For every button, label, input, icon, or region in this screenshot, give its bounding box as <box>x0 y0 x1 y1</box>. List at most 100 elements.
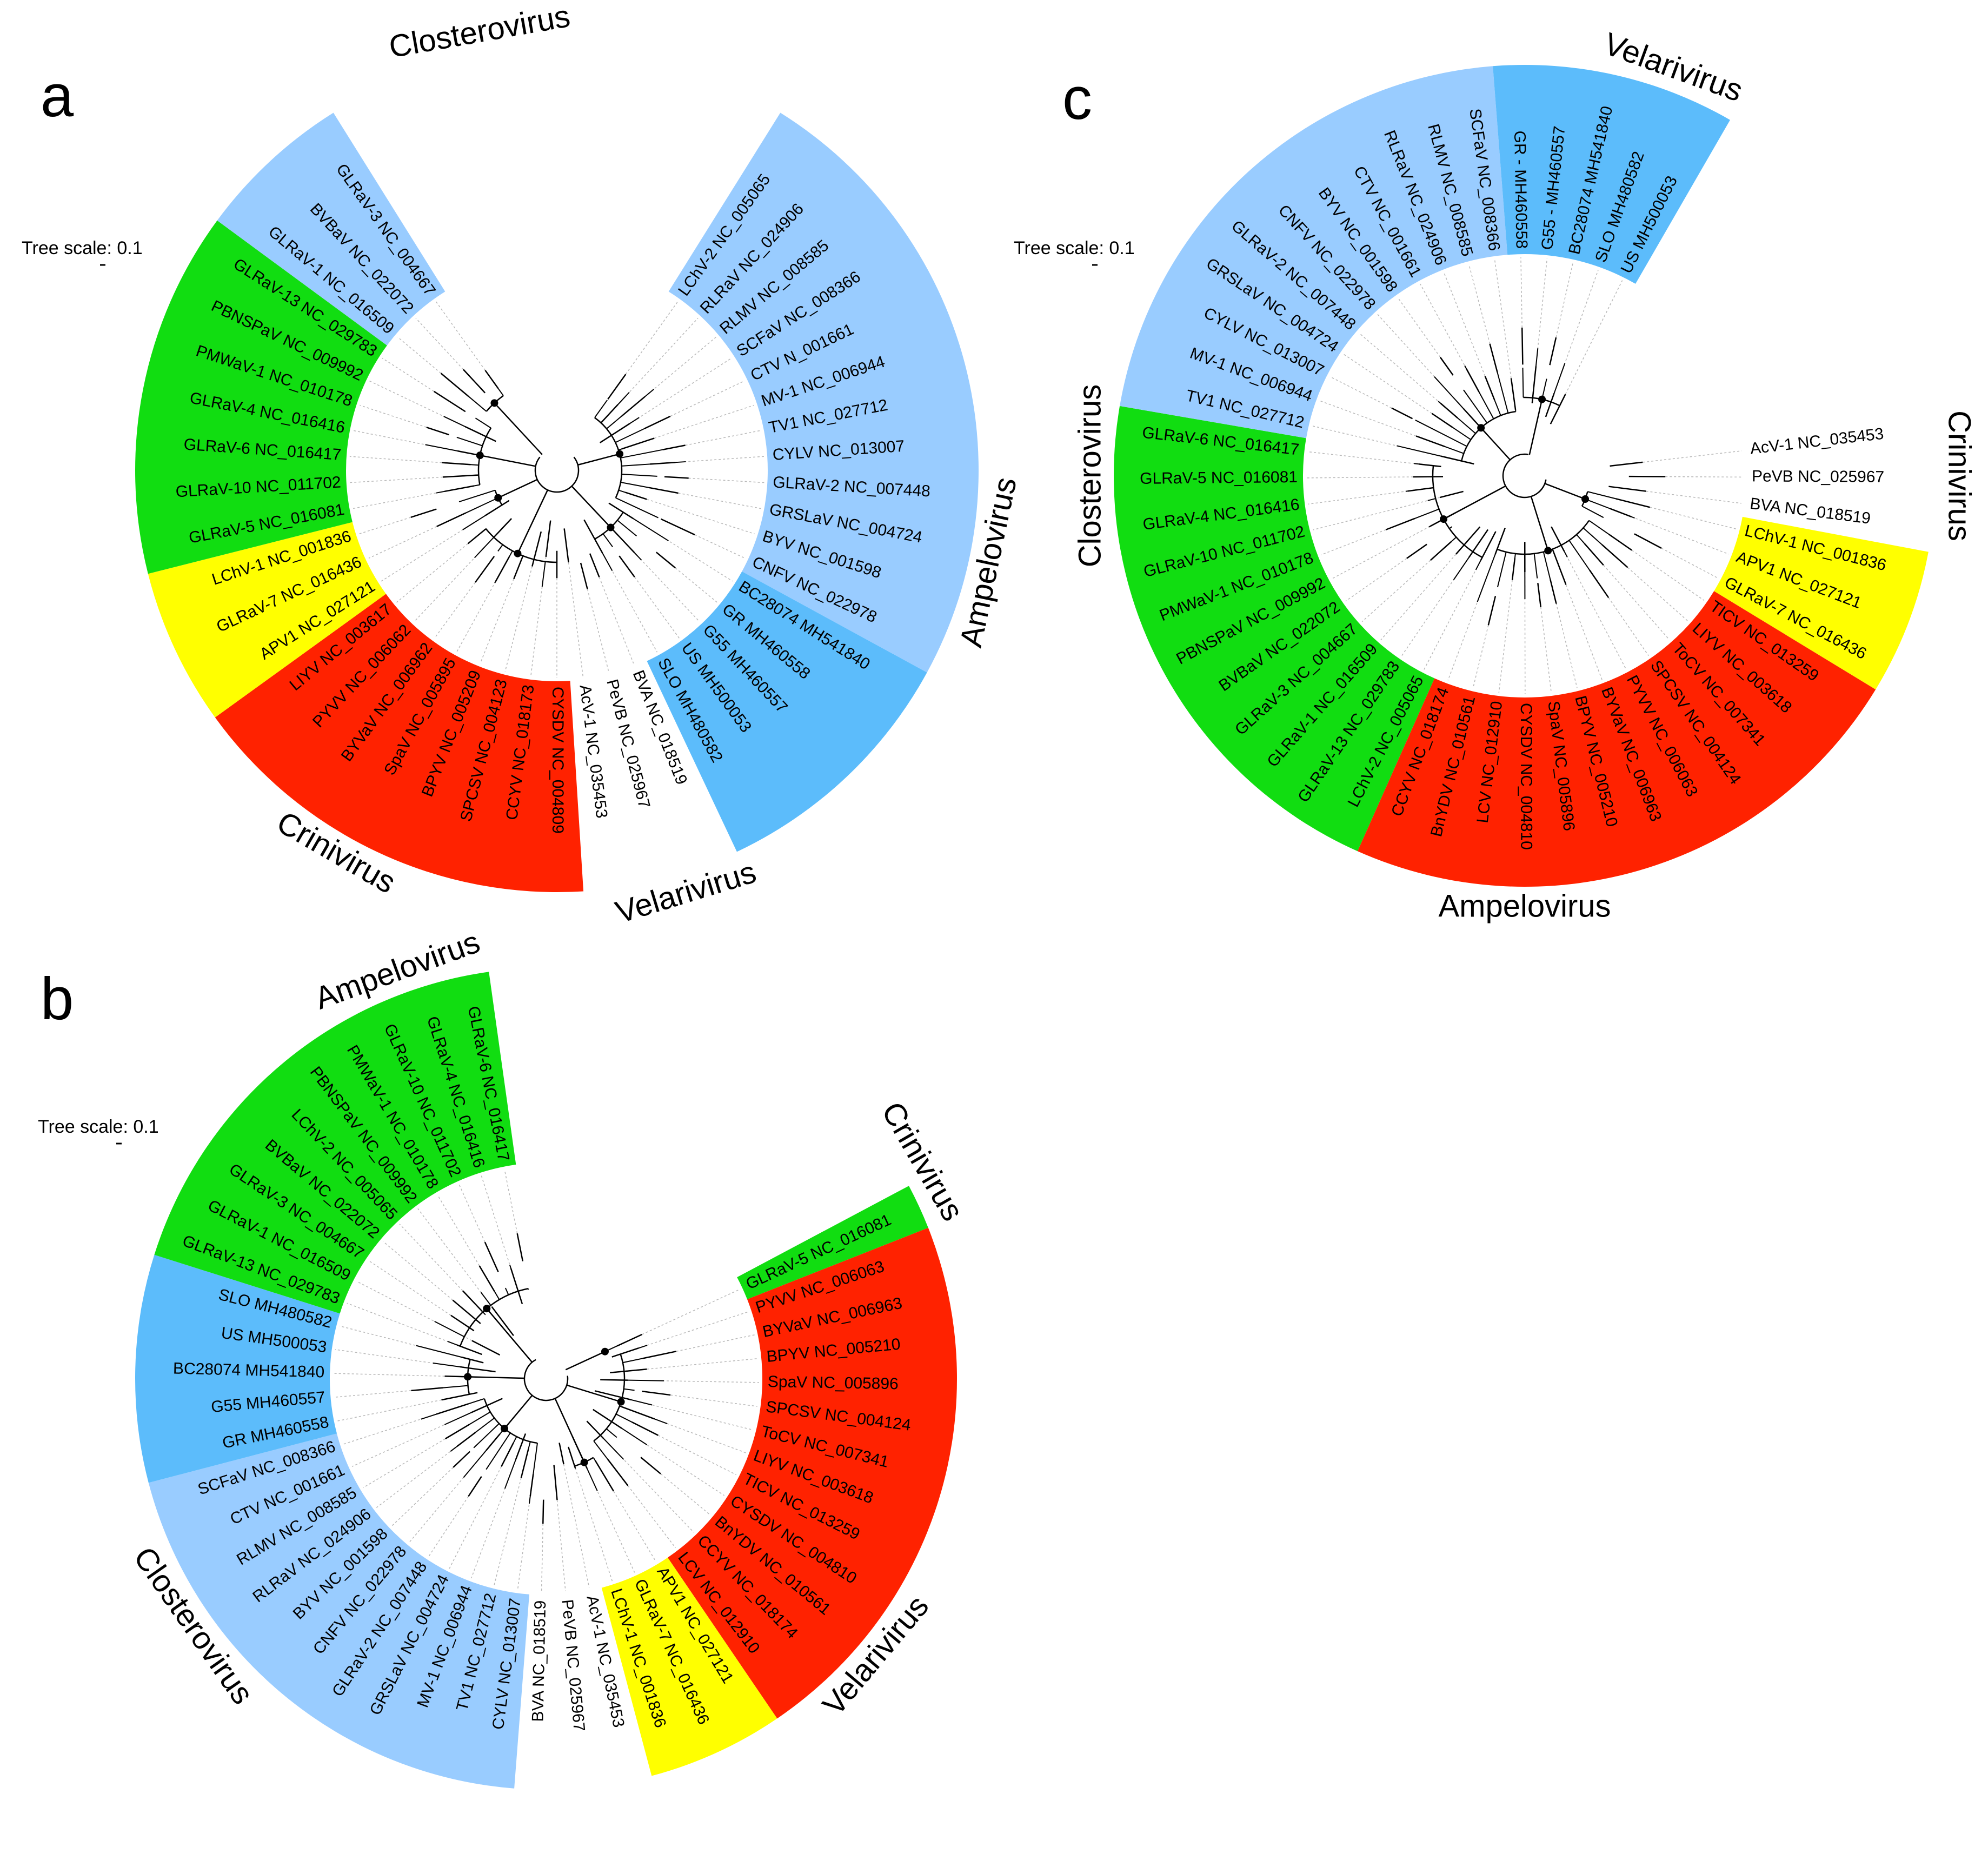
leaf-guide-line <box>670 1394 757 1407</box>
tree-branch <box>1581 506 1604 519</box>
tree-branch <box>1439 357 1454 376</box>
tree-branch <box>563 528 569 563</box>
tree-branch <box>504 1287 509 1295</box>
tree-branch <box>497 544 503 552</box>
leaf-guide-line <box>654 1418 746 1453</box>
leaf-guide-line <box>470 1459 516 1579</box>
tree-branch <box>480 454 536 467</box>
tree-branch <box>1397 445 1462 462</box>
tree-branch <box>421 1398 485 1420</box>
tree-branch <box>1552 549 1565 581</box>
tree-branch <box>1449 526 1453 529</box>
leaf-guide-line <box>627 1485 676 1549</box>
tree-branch <box>611 1421 648 1446</box>
leaf-label: BVA NC_018519 <box>529 1600 549 1722</box>
tree-branch <box>462 504 503 530</box>
leaf-guide-line <box>494 1478 522 1586</box>
root-arc <box>534 456 580 493</box>
tree-branch <box>494 402 497 407</box>
tree-branch <box>473 1423 500 1449</box>
tree-branch <box>486 1432 511 1470</box>
leaf-guide-line <box>599 577 634 664</box>
tree-branch <box>462 1290 483 1312</box>
leaf-guide-line <box>1565 584 1603 680</box>
leaf-guide-line <box>1646 490 1741 504</box>
tree-branch <box>528 1443 538 1504</box>
leaf-guide-line <box>481 1175 511 1269</box>
tree-branch <box>456 436 483 447</box>
root-arc <box>1502 453 1547 499</box>
leaf-label: PeVB NC_025967 <box>1752 467 1884 486</box>
leaf-guide-line <box>435 301 486 371</box>
tree-branch <box>1585 499 1635 519</box>
tree-branch <box>574 1466 576 1469</box>
tree-branch <box>444 1424 470 1440</box>
tree-branch <box>618 489 645 499</box>
tree-branch <box>1530 496 1549 551</box>
leaf-guide-line <box>1468 264 1491 344</box>
tree-branch <box>589 553 600 577</box>
node-dot <box>1544 547 1552 555</box>
tree-branch <box>558 1443 564 1465</box>
node-dot <box>617 1398 625 1406</box>
clade-band-velarivirus <box>601 1557 777 1776</box>
tree-branch <box>517 489 549 554</box>
leaf-guide-line <box>334 1390 411 1398</box>
leaf-guide-line <box>634 552 700 622</box>
tree-branch <box>480 1268 500 1300</box>
tree-branch <box>620 1345 648 1355</box>
panel-letter: b <box>41 966 74 1032</box>
leaf-guide-line <box>337 1399 442 1421</box>
leaf-guide-line <box>621 1428 725 1496</box>
tree-branch <box>615 497 659 519</box>
tree-branch <box>554 1398 585 1463</box>
leaf-guide-line <box>363 1438 446 1489</box>
tree-branch <box>1391 407 1413 420</box>
leaf-guide-line <box>343 1413 437 1445</box>
tree-branch <box>484 1241 499 1272</box>
clade-band-velarivirus <box>148 522 386 717</box>
leaf-guide-line <box>1345 558 1407 602</box>
leaf-guide-line <box>381 515 486 582</box>
tree-branch <box>1544 483 1586 500</box>
leaf-guide-line <box>644 336 716 397</box>
tree-branch <box>602 533 613 547</box>
tree-branch <box>610 527 642 561</box>
leaf-guide-line <box>685 430 761 446</box>
leaf-label: GLRaV-5 NC_016081 <box>1140 468 1298 488</box>
leaf-guide-line <box>333 1373 445 1377</box>
tree-branch <box>1463 389 1488 423</box>
clade-band-closterovirus <box>217 112 446 346</box>
clade-name-label: Closterovirus <box>387 0 573 65</box>
tree-branch <box>1475 557 1483 570</box>
clade-band-ampelovirus <box>737 1186 928 1300</box>
tree-branch <box>594 539 613 572</box>
tree-branch <box>505 1436 517 1458</box>
tree-branch <box>467 528 487 544</box>
tree-arc <box>594 417 623 499</box>
tree-scale-label: Tree scale: 0.1 <box>38 1117 159 1137</box>
tree-branch <box>444 1405 488 1425</box>
leaf-guide-line <box>631 1399 753 1431</box>
leaf-guide-line <box>1359 333 1441 404</box>
tree-branch <box>1477 549 1498 602</box>
leaf-guide-line <box>349 476 443 483</box>
leaf-guide-line <box>1401 557 1470 657</box>
leaf-guide-line <box>647 1358 759 1370</box>
tree-branch <box>494 518 512 537</box>
leaf-guide-line <box>1306 476 1413 479</box>
leaf-guide-line <box>397 336 442 374</box>
leaf-label: AcV-1 NC_035453 <box>1749 425 1885 458</box>
tree-branch <box>494 402 543 455</box>
tree-branch <box>624 1368 644 1372</box>
tree-branch <box>617 520 637 537</box>
tree-branch <box>456 1303 476 1320</box>
tree-branch <box>437 497 498 527</box>
clade-band-bclrav <box>1493 65 1730 284</box>
leaf-guide-line <box>1321 529 1386 555</box>
leaf-guide-line <box>670 380 744 417</box>
tree-branch <box>416 1345 470 1360</box>
leaf-guide-line <box>530 556 547 677</box>
